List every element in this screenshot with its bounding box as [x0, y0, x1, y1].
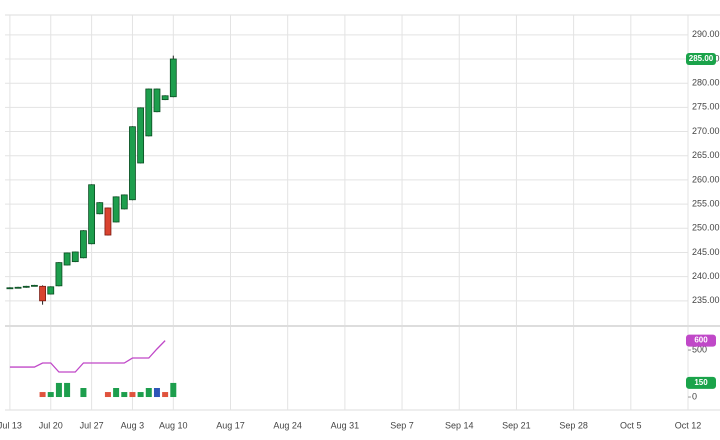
y-tick-label: 0: [692, 391, 697, 401]
y-tick-label: 250.00: [692, 223, 720, 233]
candle-body: [55, 262, 63, 287]
x-tick-label: Oct 5: [620, 420, 642, 430]
x-tick-label: Aug 10: [159, 420, 188, 430]
x-tick-label: Aug 3: [121, 420, 145, 430]
volume-bar: [80, 388, 87, 398]
volume-bar: [55, 382, 62, 398]
volume-bar: [64, 382, 71, 398]
x-tick-label: Sep 7: [390, 420, 414, 430]
x-tick-label: Jul 27: [80, 420, 104, 430]
y-tick-label: 255.00: [692, 198, 720, 208]
y-tick-label: 235.00: [692, 295, 720, 305]
x-tick-label: Oct 12: [675, 420, 702, 430]
volume-bar: [104, 392, 111, 398]
y-tick-label: 500: [692, 344, 707, 354]
candle-body: [137, 107, 145, 164]
candle-body: [145, 88, 153, 137]
x-tick-label: Aug 17: [216, 420, 245, 430]
y-tick-label: 280.00: [692, 78, 720, 88]
volume-bar: [47, 392, 54, 398]
candle-body: [120, 194, 128, 210]
badge-label: 150: [694, 378, 708, 387]
candle-body: [63, 252, 71, 266]
y-tick-label: 270.00: [692, 126, 720, 136]
volume-bar: [137, 392, 144, 398]
y-tick-label: 240.00: [692, 271, 720, 281]
volume-average-line: [9, 340, 166, 373]
volume-bar: [162, 392, 169, 398]
y-tick-label: 260.00: [692, 174, 720, 184]
last-value-badge: [686, 334, 716, 347]
x-tick-label: Jul 13: [0, 420, 22, 430]
y-tick-label: 290.00: [692, 29, 720, 39]
last-value-badge: [686, 376, 716, 389]
candle-body: [96, 202, 104, 215]
volume-bar: [121, 392, 128, 398]
candle-body: [80, 230, 87, 259]
candle-body: [88, 184, 96, 245]
y-tick-label: 265.00: [692, 150, 720, 160]
candle-body: [112, 196, 120, 223]
y-tick-label: 275.00: [692, 102, 720, 112]
volume-bar: [39, 392, 46, 398]
candle-body: [129, 126, 136, 201]
candle-body: [153, 88, 161, 113]
candle-body: [39, 285, 46, 302]
candle-body: [47, 286, 55, 295]
x-tick-label: Aug 24: [273, 420, 302, 430]
candle-body: [6, 287, 14, 290]
badge-label: 600: [694, 336, 708, 345]
x-tick-label: Jul 20: [39, 420, 63, 430]
volume-bar: [170, 382, 177, 398]
volume-bar: [129, 392, 136, 398]
x-tick-label: Aug 31: [331, 420, 360, 430]
x-tick-label: Sep 28: [559, 420, 588, 430]
candle-body: [71, 251, 79, 263]
x-tick-label: Sep 14: [445, 420, 474, 430]
candle-body: [169, 58, 177, 98]
x-tick-label: Sep 21: [502, 420, 531, 430]
badge-label: 285.00: [689, 54, 714, 63]
candle-body: [104, 207, 112, 236]
candle-body: [161, 95, 169, 101]
volume-bar: [153, 388, 160, 398]
candle-body: [22, 285, 30, 288]
candle-body: [31, 284, 38, 287]
volume-bar: [145, 388, 152, 398]
y-tick-label: 245.00: [692, 247, 720, 257]
candle-body: [14, 286, 22, 289]
volume-bar: [113, 388, 120, 398]
last-value-badge: [686, 53, 716, 66]
